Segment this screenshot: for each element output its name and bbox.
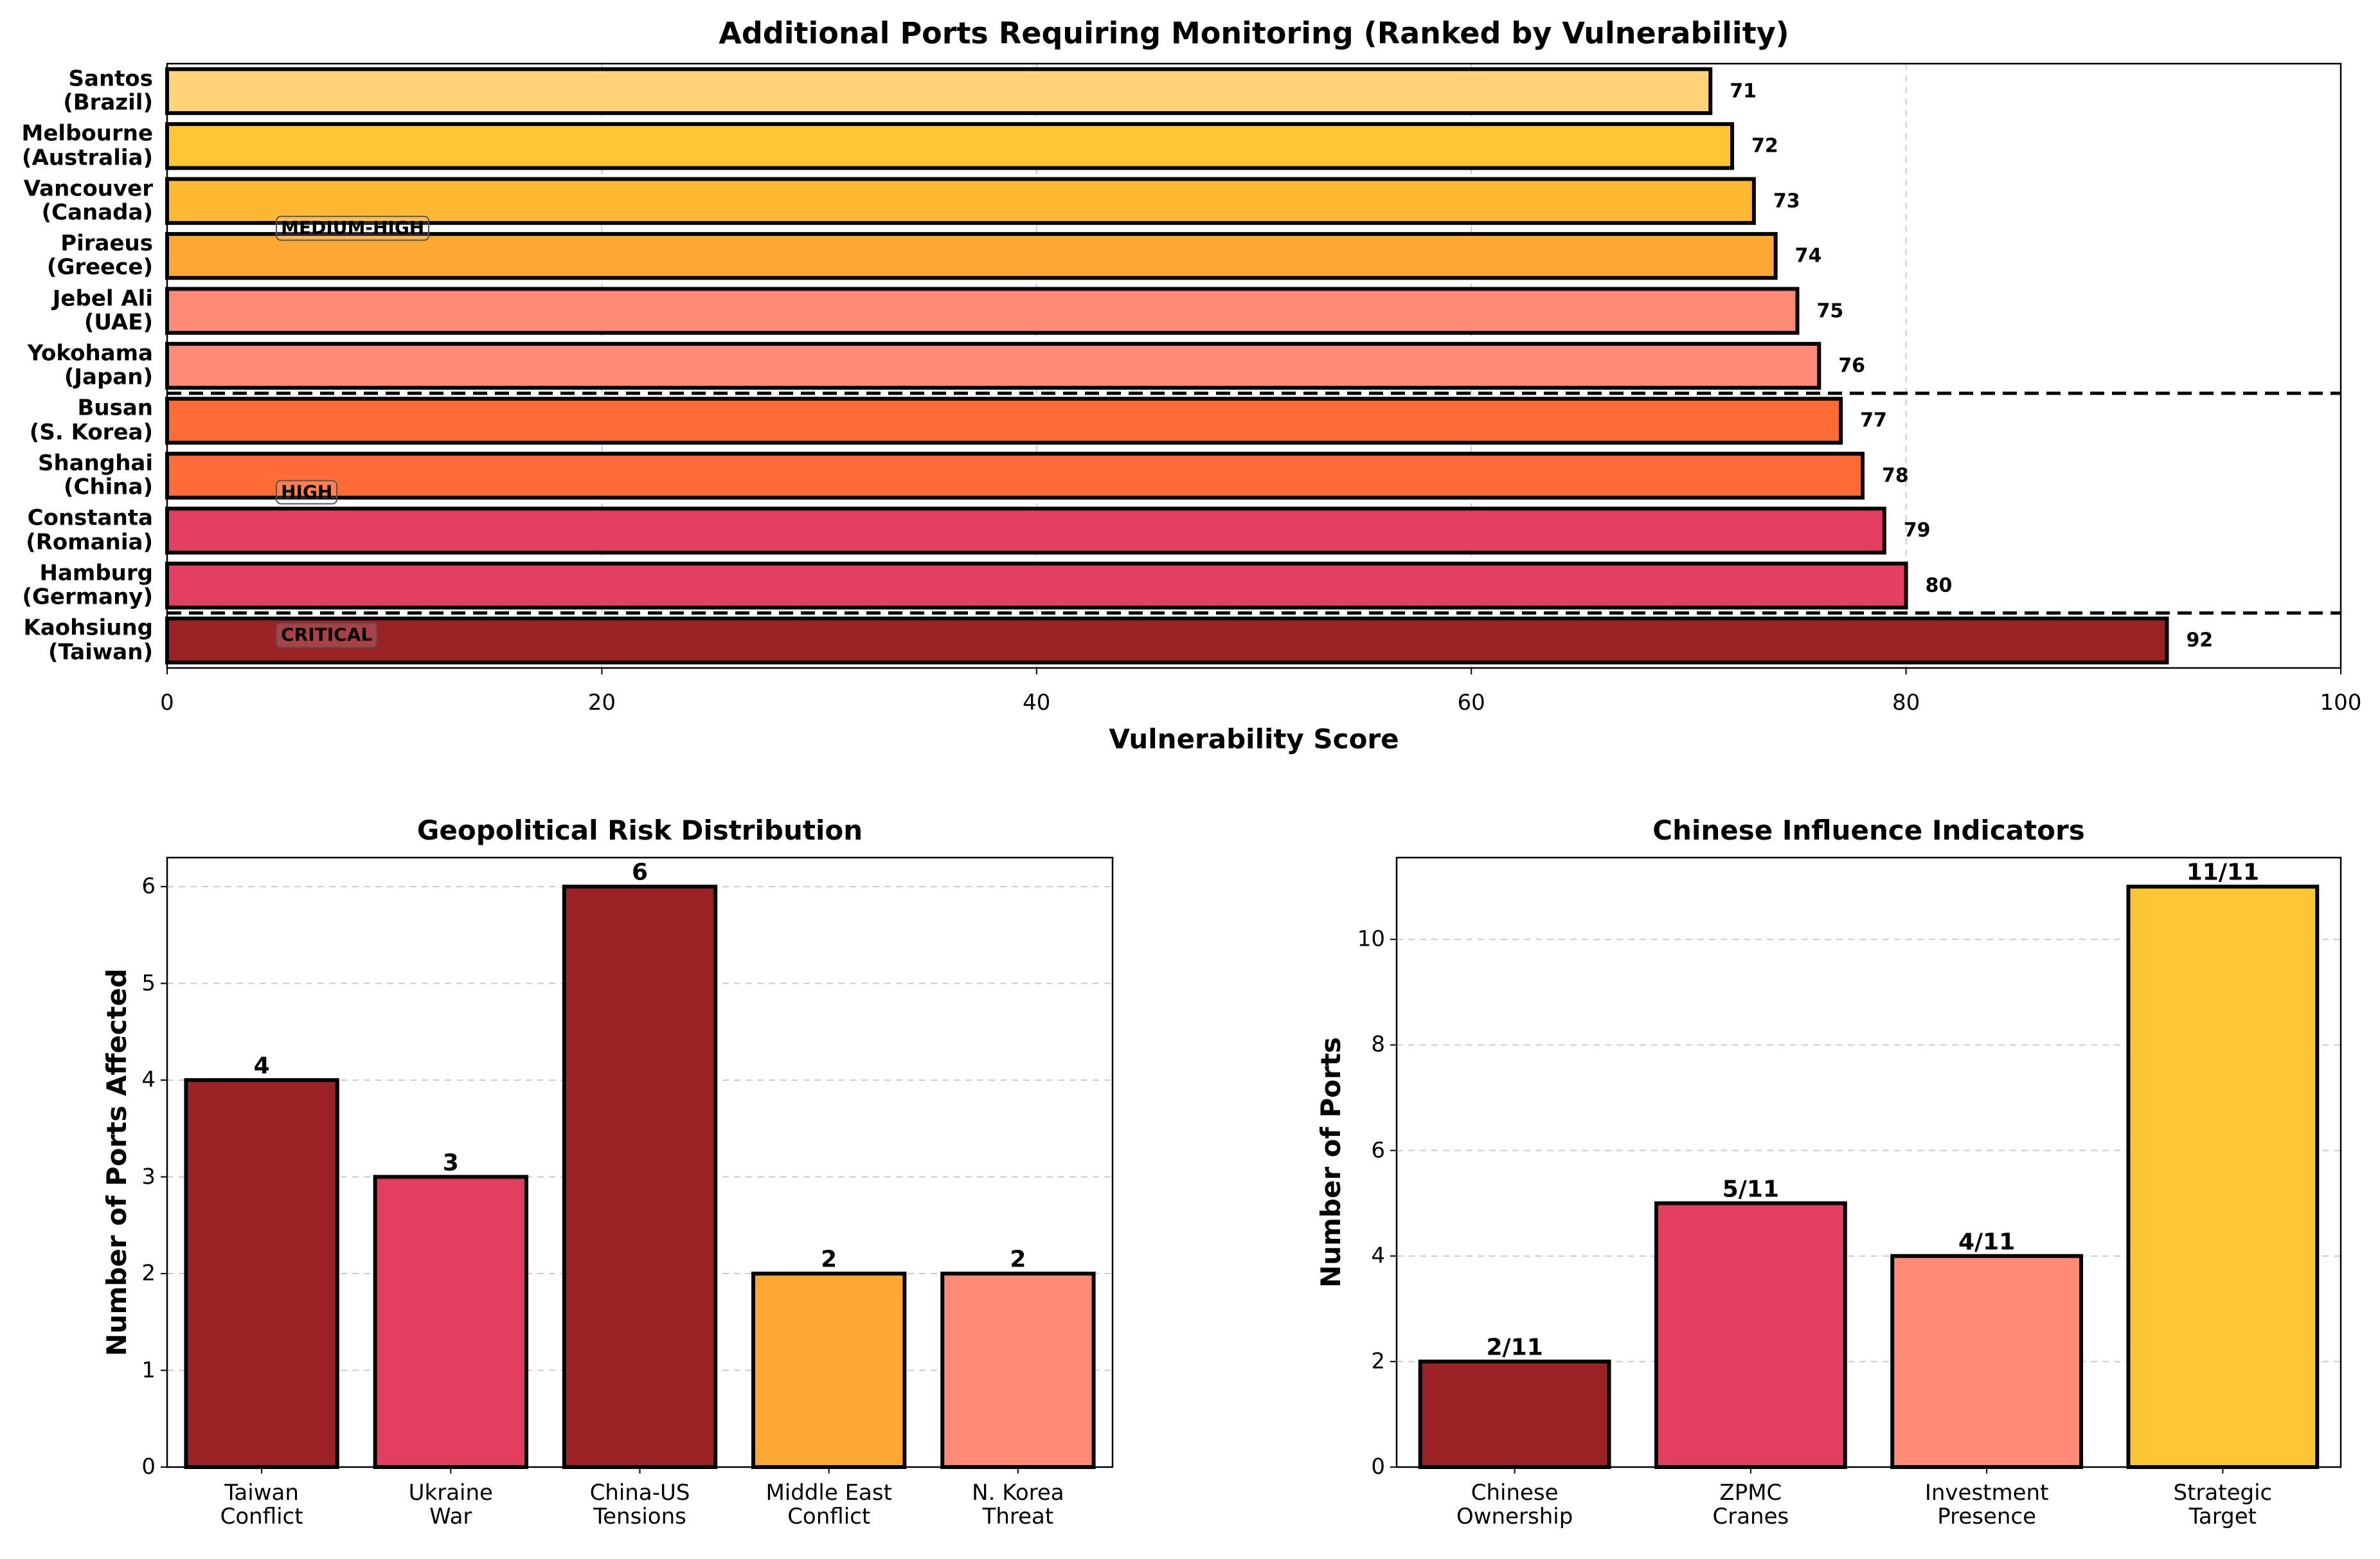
x-tick-label: Middle East Conflict [765,1480,892,1530]
value-label: 74 [1794,244,1822,267]
y-tick-label: Vancouver (Canada) [23,176,153,226]
y-tick-label: Melbourne (Australia) [21,120,153,171]
value-label: 4/11 [1958,1229,2016,1256]
value-label: 92 [2186,629,2214,652]
y-tick-label: 6 [141,873,156,899]
value-label: 79 [1903,519,1931,542]
bar [165,617,2169,665]
bar [165,287,1800,335]
y-tick-label: 4 [141,1067,156,1093]
bar [751,1272,907,1469]
bar [165,122,1735,170]
y-tick-label: Yokohama (Japan) [27,340,153,390]
y-tick-label: 6 [1371,1137,1385,1163]
x-tick-label: Chinese Ownership [1456,1480,1573,1530]
x-tick-label: 80 [1892,690,1920,716]
value-label: 11/11 [2186,859,2260,886]
value-label: 4 [253,1052,270,1079]
value-label: 77 [1860,409,1887,432]
y-tick-label: 0 [1371,1454,1385,1480]
y-tick-label: 2 [141,1260,156,1286]
x-tick-label: 20 [587,690,616,716]
x-tick-label: 40 [1023,690,1051,716]
value-label: 6 [631,859,649,886]
value-label: 78 [1881,464,1909,487]
x-tick-label: Investment Presence [1924,1480,2049,1530]
bar [165,561,1908,609]
chart-title: Geopolitical Risk Distribution [416,814,863,846]
y-tick-label: Hamburg (Germany) [22,560,153,610]
x-tick-label: 0 [160,690,174,716]
y-tick-label: Jebel Ali (UAE) [52,285,153,336]
bar [940,1272,1096,1469]
y-axis-label: Number of Ports Affected [100,968,132,1356]
y-tick-label: 4 [1371,1242,1385,1268]
value-label: 5/11 [1722,1176,1780,1203]
y-tick-label: Busan (S. Korea) [29,395,153,446]
plot-frame [1395,856,2342,1468]
bar [165,397,1843,445]
chart-title: Additional Ports Requiring Monitoring (R… [719,15,1789,51]
value-label: 71 [1730,80,1757,103]
x-tick-label: 60 [1457,690,1485,716]
value-label: 2 [821,1246,837,1273]
annotation: CRITICAL [276,622,378,648]
chart-title: Chinese Influence Indicators [1652,814,2085,846]
plot-frame [166,62,2342,669]
y-tick-label: Piraeus (Greece) [46,230,153,281]
bar [165,341,1821,390]
value-label: 2/11 [1486,1334,1543,1361]
x-tick-label: ZPMC Cranes [1712,1480,1789,1530]
x-tick-label: Strategic Target [2173,1480,2273,1530]
bar [373,1175,528,1469]
value-label: 75 [1816,300,1844,323]
bar [165,67,1713,115]
annotation: MEDIUM-HIGH [276,215,430,241]
bar [1890,1254,2084,1470]
bar [1654,1201,1847,1469]
y-tick-label: Santos (Brazil) [63,66,153,116]
y-tick-label: 5 [141,969,156,996]
y-tick-label: Shanghai (China) [38,450,153,500]
bar [165,507,1886,555]
plot-frame [166,856,1114,1468]
y-tick-label: Constanta (Romania) [26,505,153,555]
value-label: 72 [1751,134,1778,158]
y-tick-label: 10 [1357,926,1385,952]
y-tick-label: Kaohsiung (Taiwan) [23,615,154,665]
y-tick-label: 2 [1371,1348,1385,1374]
y-tick-label: 0 [141,1454,156,1480]
value-label: 80 [1925,574,1953,597]
bar [184,1078,339,1469]
x-tick-label: China-US Tensions [589,1480,690,1530]
y-axis-label: Number of Ports [1314,1037,1347,1288]
value-label: 73 [1773,190,1800,213]
annotation: HIGH [276,480,338,505]
y-tick-label: 8 [1371,1031,1385,1058]
value-label: 2 [1010,1246,1026,1273]
x-axis-label: Vulnerability Score [1109,723,1399,755]
bar [165,451,1865,500]
bar [562,885,718,1469]
y-tick-label: 3 [141,1163,156,1189]
x-tick-label: N. Korea Threat [972,1480,1064,1530]
value-label: 76 [1838,354,1866,377]
bar [1418,1359,1611,1470]
x-tick-label: Taiwan Conflict [220,1480,303,1530]
y-tick-label: 1 [141,1356,156,1383]
x-tick-label: Ukraine War [408,1480,493,1530]
bar [2126,885,2320,1469]
value-label: 3 [442,1149,459,1176]
x-tick-label: 100 [2320,690,2362,716]
